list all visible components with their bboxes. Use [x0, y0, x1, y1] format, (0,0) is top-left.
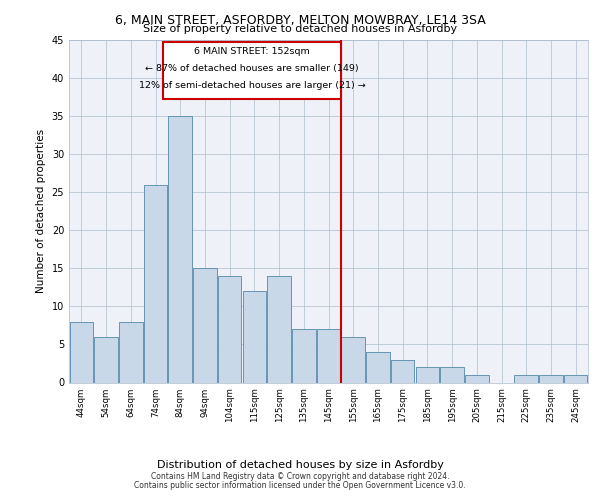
- Text: Distribution of detached houses by size in Asfordby: Distribution of detached houses by size …: [157, 460, 443, 470]
- Text: 6 MAIN STREET: 152sqm: 6 MAIN STREET: 152sqm: [194, 47, 310, 56]
- Text: 12% of semi-detached houses are larger (21) →: 12% of semi-detached houses are larger (…: [139, 81, 365, 90]
- Bar: [169, 116, 192, 382]
- Bar: [144, 184, 167, 382]
- Y-axis label: Number of detached properties: Number of detached properties: [36, 129, 46, 294]
- Bar: [94, 337, 118, 382]
- Bar: [391, 360, 415, 382]
- FancyBboxPatch shape: [163, 42, 341, 100]
- Bar: [341, 337, 365, 382]
- Text: Size of property relative to detached houses in Asfordby: Size of property relative to detached ho…: [143, 24, 457, 34]
- Bar: [416, 368, 439, 382]
- Bar: [514, 375, 538, 382]
- Bar: [366, 352, 389, 382]
- Bar: [440, 368, 464, 382]
- Text: 6, MAIN STREET, ASFORDBY, MELTON MOWBRAY, LE14 3SA: 6, MAIN STREET, ASFORDBY, MELTON MOWBRAY…: [115, 14, 485, 27]
- Bar: [242, 291, 266, 382]
- Text: Contains public sector information licensed under the Open Government Licence v3: Contains public sector information licen…: [134, 481, 466, 490]
- Bar: [193, 268, 217, 382]
- Bar: [317, 329, 340, 382]
- Bar: [292, 329, 316, 382]
- Bar: [564, 375, 587, 382]
- Bar: [465, 375, 488, 382]
- Bar: [268, 276, 291, 382]
- Text: Contains HM Land Registry data © Crown copyright and database right 2024.: Contains HM Land Registry data © Crown c…: [151, 472, 449, 481]
- Bar: [119, 322, 143, 382]
- Text: ← 87% of detached houses are smaller (149): ← 87% of detached houses are smaller (14…: [145, 64, 359, 72]
- Bar: [70, 322, 93, 382]
- Bar: [539, 375, 563, 382]
- Bar: [218, 276, 241, 382]
